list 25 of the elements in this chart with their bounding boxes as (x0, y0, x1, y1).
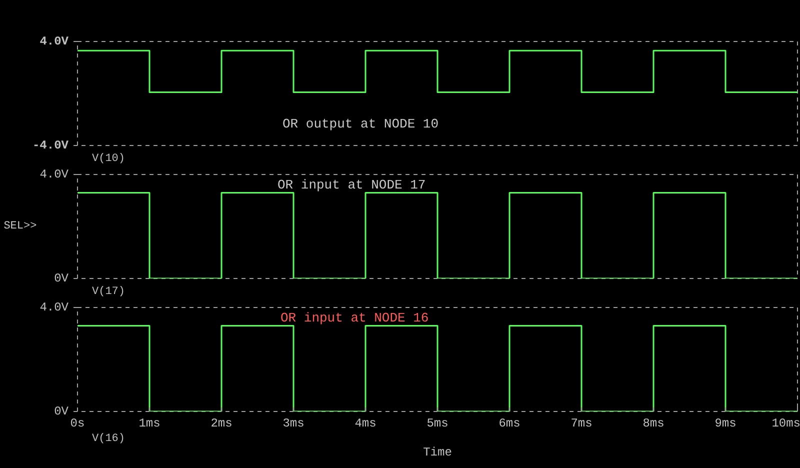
y-tick-label: 4.0V (40, 300, 70, 314)
annotation: OR output at NODE 10 (282, 116, 439, 132)
y-tick-label: 0V (54, 404, 70, 418)
text: V(17) (92, 286, 126, 298)
y-tick-label: 4.0V (40, 168, 70, 182)
x-tick-label: 7ms (570, 416, 592, 430)
x-axis-title: Time (423, 446, 452, 460)
x-tick-label: 5ms (426, 416, 448, 430)
y-tick-label: -4.0V (32, 138, 70, 152)
text: V(16) (92, 433, 126, 445)
x-tick-label: 10ms (772, 416, 800, 430)
x-tick-label: 9ms (714, 416, 736, 430)
annotation: OR input at NODE 17 (278, 178, 426, 192)
x-tick-label: 8ms (642, 416, 664, 430)
x-tick-label: 2ms (210, 416, 232, 430)
x-tick-label: 6ms (498, 416, 520, 430)
y-tick-label: 0V (54, 272, 70, 286)
x-tick-label: 1ms (138, 416, 160, 430)
text: V(10) (92, 153, 126, 165)
x-tick-label: 0s (70, 416, 85, 430)
x-tick-label: 3ms (282, 416, 304, 430)
x-tick-label: 4ms (354, 416, 376, 430)
text: SEL>> (4, 220, 37, 232)
annotation: OR input at NODE 16 (280, 310, 429, 326)
y-tick-label: 4.0V (40, 34, 70, 48)
